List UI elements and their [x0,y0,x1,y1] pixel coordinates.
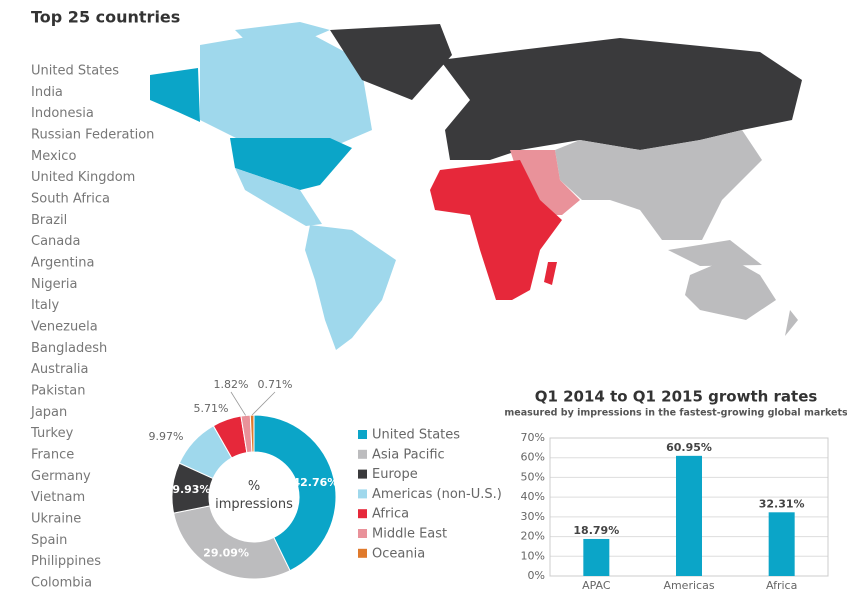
value-label: 18.79% [573,524,619,537]
legend-swatch [358,430,367,439]
legend-label: Asia Pacific [372,447,445,462]
map-region [685,258,776,320]
legend-label: Middle East [372,527,447,542]
country-name: Australia [31,362,89,377]
value-label: 60.95% [666,441,712,454]
country-name: Colombia [31,575,92,590]
legend-swatch [358,469,367,479]
country-name: Japan [30,405,67,420]
country-name: Brazil [31,213,67,228]
value-label: 5.71% [194,402,229,415]
value-label: 1.82% [214,378,249,391]
value-label: 32.31% [759,497,805,510]
value-label: 9.93% [172,483,210,496]
x-tick-label: Americas [663,579,714,592]
legend-swatch [358,548,367,558]
map-region [305,225,396,350]
map-region [235,22,330,45]
country-name: France [31,447,74,462]
map-region [555,130,762,240]
country-name: Pakistan [31,383,85,398]
y-tick-label: 70% [521,431,545,444]
country-name: Indonesia [31,106,94,121]
y-tick-label: 40% [521,490,545,503]
country-name: Venezuela [31,319,98,334]
chart-title: Q1 2014 to Q1 2015 growth rates [535,388,818,406]
map-region [510,150,580,215]
donut-slice [253,414,337,572]
world-map [150,22,802,350]
map-region [200,28,372,148]
legend-label: United States [372,428,460,443]
map-region [668,240,762,266]
country-name: United States [31,64,119,79]
leader-line [251,391,276,416]
chart-subtitle: measured by impressions in the fastest-g… [504,408,847,419]
y-tick-label: 20% [521,530,545,543]
legend-label: Oceania [372,546,425,561]
map-region [330,24,452,100]
country-name: Bangladesh [31,341,107,356]
map-region [150,68,200,122]
legend-swatch [358,489,367,499]
page-title: Top 25 countries [31,8,180,27]
y-tick-label: 30% [521,510,545,523]
bar [768,512,795,576]
country-name: Argentina [31,255,94,270]
x-tick-label: Africa [766,579,797,592]
map-region [235,168,322,226]
country-name: Russian Federation [31,127,154,142]
bar [676,455,702,576]
value-label: 9.97% [149,430,184,443]
country-name: Italy [31,298,60,313]
country-name: Ukraine [31,511,81,526]
value-label: 0.71% [258,378,293,391]
donut-slice [249,414,255,453]
value-label: 42.76% [292,476,338,489]
legend-swatch [358,509,367,519]
legend-swatch [358,529,367,538]
country-name: Canada [31,234,80,249]
legend-label: Africa [372,507,409,522]
y-tick-label: 10% [521,549,545,562]
bar [583,538,610,576]
map-region [785,310,798,336]
map-region [430,160,562,300]
value-label: 29.09% [203,546,249,559]
leader-line [230,391,246,416]
country-name: Philippines [31,554,101,569]
map-region [440,38,802,160]
country-name: India [31,85,63,100]
donut-slice [173,505,291,580]
country-name: Turkey [30,426,74,441]
y-tick-label: 0% [528,569,545,582]
country-name: Spain [31,533,67,548]
legend-label: Americas (non-U.S.) [372,487,502,502]
country-name: Vietnam [31,490,85,505]
country-name: United Kingdom [31,170,135,185]
legend-label: Europe [372,467,418,482]
y-tick-label: 60% [521,451,545,464]
country-name: Nigeria [31,277,78,292]
map-region [544,262,557,285]
x-tick-label: APAC [582,579,611,592]
y-tick-label: 50% [521,470,545,483]
country-name: South Africa [31,191,110,206]
legend-swatch [358,449,367,459]
map-region [230,138,352,190]
country-name: Germany [31,469,91,484]
donut-center-label: % impressions [215,479,293,512]
country-name: Mexico [31,149,76,164]
